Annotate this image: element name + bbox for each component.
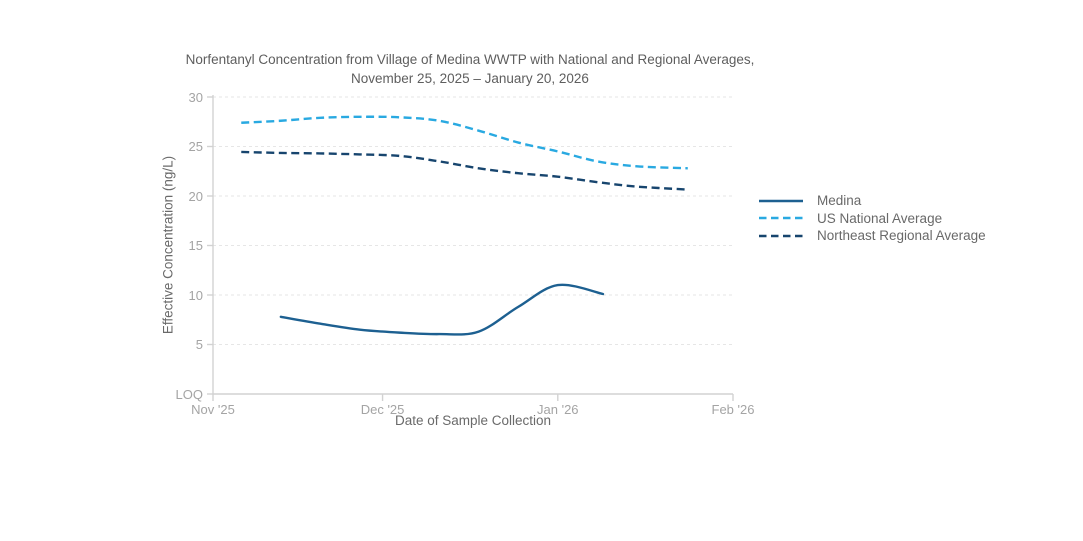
legend-swatch-solid-line-icon (759, 199, 803, 203)
x-axis-title: Date of Sample Collection (394, 413, 552, 428)
y-tick-label: 20 (188, 188, 203, 204)
x-tick-label: Nov '25 (191, 402, 235, 417)
legend-label: Northeast Regional Average (817, 228, 986, 244)
y-tick-label: 25 (188, 139, 203, 154)
legend-swatch-dashed-line-icon (759, 234, 803, 238)
x-tick-label: Dec '25 (360, 402, 405, 417)
legend-item-us-national-average[interactable]: US National Average (758, 210, 986, 228)
y-tick-label: 15 (188, 238, 203, 253)
chart-title-line1: Norfentanyl Concentration from Village o… (185, 52, 755, 67)
y-tick-label: 5 (195, 337, 203, 352)
legend-item-medina[interactable]: Medina (758, 192, 986, 210)
x-tick-label: Feb '26 (711, 402, 755, 417)
y-tick-label: 10 (188, 287, 203, 303)
legend-item-northeast-regional-average[interactable]: Northeast Regional Average (758, 227, 986, 245)
y-tick-label: 30 (188, 89, 203, 105)
x-tick-label: Jan '26 (537, 402, 579, 417)
legend-swatch-dashed-line-icon (759, 216, 803, 220)
y-tick-label: LOQ (175, 386, 203, 402)
legend: Medina US National Average Northeast Reg… (758, 192, 986, 245)
legend-label: US National Average (817, 210, 943, 226)
legend-label: Medina (817, 193, 862, 209)
chart-title: Norfentanyl Concentration from Village o… (130, 51, 810, 88)
chart-title-line2: November 25, 2025 – January 20, 2026 (351, 70, 589, 86)
